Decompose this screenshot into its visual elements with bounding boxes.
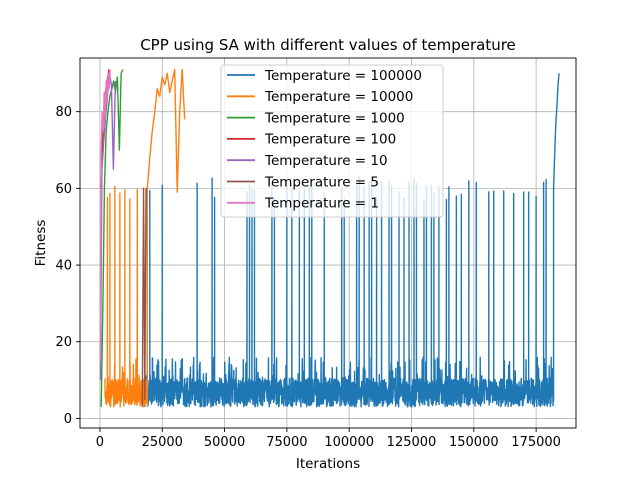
legend-label: Temperature = 10000 (264, 89, 413, 105)
series-line (141, 187, 147, 407)
series-line (99, 69, 111, 361)
x-tick-label: 125000 (387, 435, 437, 450)
y-tick-label: 60 (55, 182, 72, 197)
x-tick-label: 100000 (324, 435, 374, 450)
x-tick-label: 50000 (204, 435, 245, 450)
x-tick-label: 150000 (449, 435, 499, 450)
x-tick-label: 0 (96, 435, 104, 450)
series-lines (99, 68, 560, 408)
x-tick-label: 175000 (511, 435, 561, 450)
x-tick-label: 75000 (266, 435, 307, 450)
chart-title: CPP using SA with different values of te… (140, 36, 516, 54)
legend-box (220, 64, 444, 218)
axes: 0 25000 50000 75000 100000 125000 150000 175000… (55, 57, 577, 450)
y-tick-label: 80 (55, 105, 72, 120)
legend-label: Temperature = 1000 (264, 110, 405, 126)
legend-label: Temperature = 100000 (264, 68, 422, 84)
x-tick-label: 25000 (142, 435, 183, 450)
plot-frame (79, 57, 577, 429)
y-tick-label: 40 (55, 259, 72, 274)
y-tick-label: 0 (64, 412, 72, 427)
legend-label: Temperature = 100 (264, 132, 396, 148)
legend-label: Temperature = 5 (264, 174, 379, 190)
legend-label: Temperature = 1 (264, 196, 379, 212)
y-axis-label: Fitness (33, 220, 49, 267)
series-line (144, 73, 560, 408)
x-axis-label: Iterations (296, 456, 360, 472)
y-tick-label: 20 (55, 335, 72, 350)
legend-label: Temperature = 10 (264, 153, 388, 169)
legend: Temperature = 100000 Temperature = 10000 T… (220, 64, 444, 218)
